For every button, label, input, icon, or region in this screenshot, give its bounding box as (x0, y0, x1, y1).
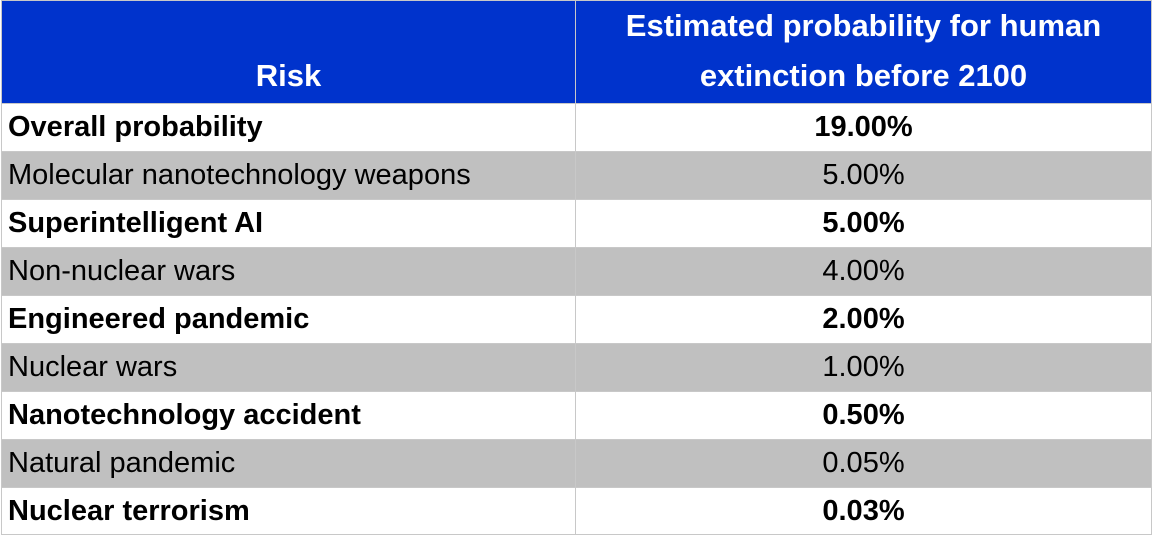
probability-cell: 5.00% (575, 151, 1152, 200)
risk-cell: Overall probability (1, 103, 576, 152)
risk-cell: Engineered pandemic (1, 295, 576, 344)
probability-cell: 4.00% (575, 247, 1152, 296)
header-risk: Risk (1, 0, 576, 104)
probability-cell: 1.00% (575, 343, 1152, 392)
risk-cell: Natural pandemic (1, 439, 576, 488)
table-body: Overall probability 19.00% Molecular nanot… (1, 103, 1152, 535)
probability-cell: 19.00% (575, 103, 1152, 152)
risk-cell: Molecular nanotechnology weapons (1, 151, 576, 200)
probability-cell: 0.50% (575, 391, 1152, 440)
table-row: Non-nuclear wars 4.00% (1, 247, 1152, 296)
table-row: Natural pandemic 0.05% (1, 439, 1152, 488)
risk-cell: Superintelligent AI (1, 199, 576, 248)
table-row: Nuclear wars 1.00% (1, 343, 1152, 392)
probability-cell: 2.00% (575, 295, 1152, 344)
probability-cell: 0.03% (575, 487, 1152, 535)
risk-cell: Non-nuclear wars (1, 247, 576, 296)
table-row: Engineered pandemic 2.00% (1, 295, 1152, 344)
table-row: Overall probability 19.00% (1, 103, 1152, 152)
table-row: Nuclear terrorism 0.03% (1, 487, 1152, 535)
risk-cell: Nuclear wars (1, 343, 576, 392)
header-row: Risk Estimated probability for human ext… (1, 0, 1152, 104)
probability-cell: 5.00% (575, 199, 1152, 248)
risk-cell: Nanotechnology accident (1, 391, 576, 440)
table-row: Nanotechnology accident 0.50% (1, 391, 1152, 440)
risk-cell: Nuclear terrorism (1, 487, 576, 535)
header-probability: Estimated probability for human extincti… (575, 0, 1152, 104)
probability-cell: 0.05% (575, 439, 1152, 488)
table-row: Superintelligent AI 5.00% (1, 199, 1152, 248)
table-row: Molecular nanotechnology weapons 5.00% (1, 151, 1152, 200)
